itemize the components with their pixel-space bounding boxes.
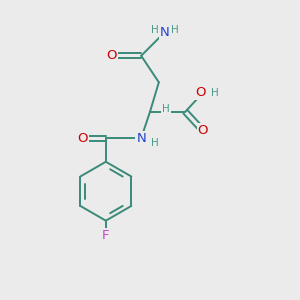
Text: F: F [102, 229, 110, 242]
Text: O: O [77, 132, 88, 145]
Text: O: O [106, 49, 117, 62]
Text: H: H [212, 88, 219, 98]
Text: O: O [195, 86, 206, 99]
Text: H: H [151, 138, 158, 148]
Text: H: H [151, 25, 158, 35]
Text: H: H [162, 104, 170, 114]
Text: N: N [160, 26, 169, 39]
Text: H: H [171, 25, 179, 35]
Text: O: O [198, 124, 208, 137]
Text: N: N [136, 132, 146, 145]
